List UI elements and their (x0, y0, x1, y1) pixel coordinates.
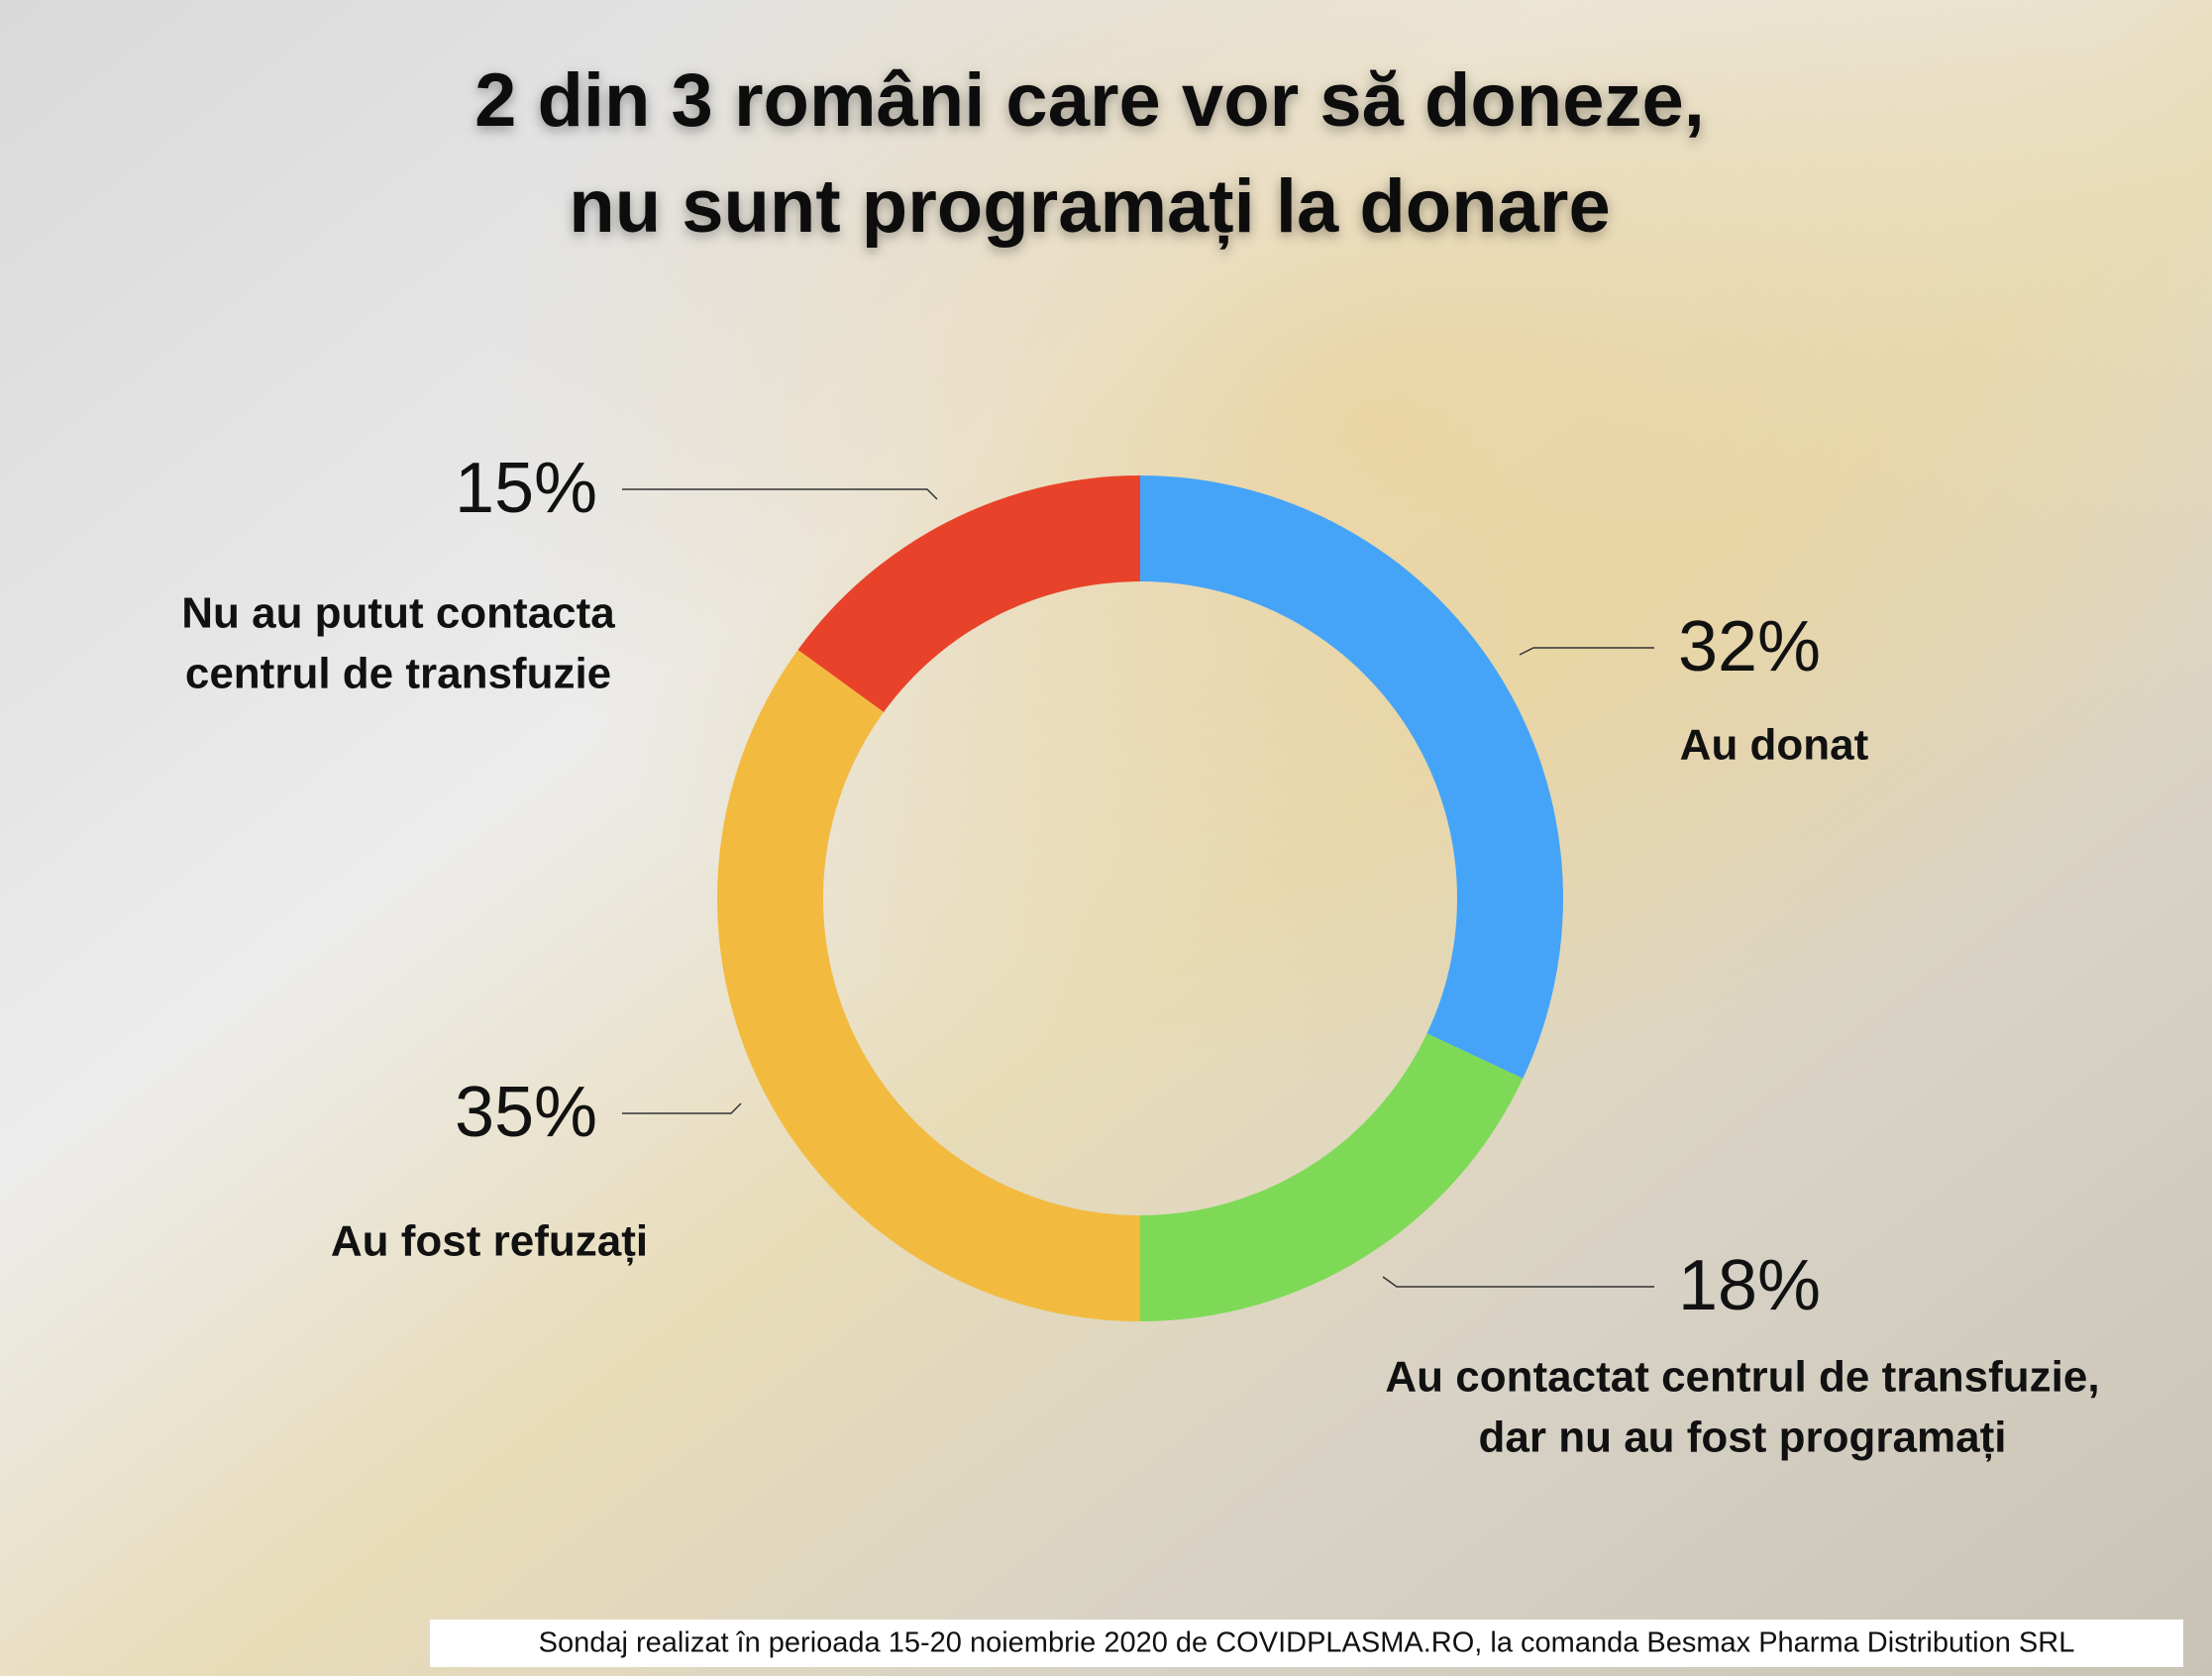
category-label: Au contactat centrul de transfuzie, (1385, 1353, 2099, 1402)
chart-title: nu sunt programați la donare (569, 164, 1610, 250)
value-label: 15% (455, 449, 597, 528)
leader-line (622, 488, 938, 500)
source-box (430, 1620, 2183, 1667)
leader-line (1519, 647, 1654, 656)
category-label: Au donat (1680, 721, 1869, 770)
category-label: centrul de transfuzie (185, 650, 611, 698)
donut-segment (1140, 1033, 1524, 1321)
category-label: Au fost refuzați (331, 1217, 648, 1266)
title-group: 2 din 3 români care vor să doneze, nu sun… (474, 58, 1705, 250)
value-label: 35% (455, 1073, 597, 1152)
leader-line (622, 1102, 742, 1114)
donut-segment (717, 650, 1140, 1321)
labels: 32% Au donat 18% Au contactat centrul de tr… (181, 449, 2099, 1462)
donut-segment (1140, 475, 1563, 1079)
value-label: 32% (1678, 607, 1821, 686)
chart-title: 2 din 3 români care vor să doneze, (474, 58, 1705, 143)
value-label: 18% (1678, 1246, 1821, 1325)
source: Sondaj realizat în perioada 15-20 noiemb… (539, 1627, 2075, 1659)
leader-line (1382, 1276, 1654, 1288)
donut-segment (797, 475, 1140, 712)
donut (717, 475, 1563, 1321)
category-label: dar nu au fost programați (1479, 1414, 2007, 1462)
category-label: Nu au putut contacta (181, 589, 615, 638)
